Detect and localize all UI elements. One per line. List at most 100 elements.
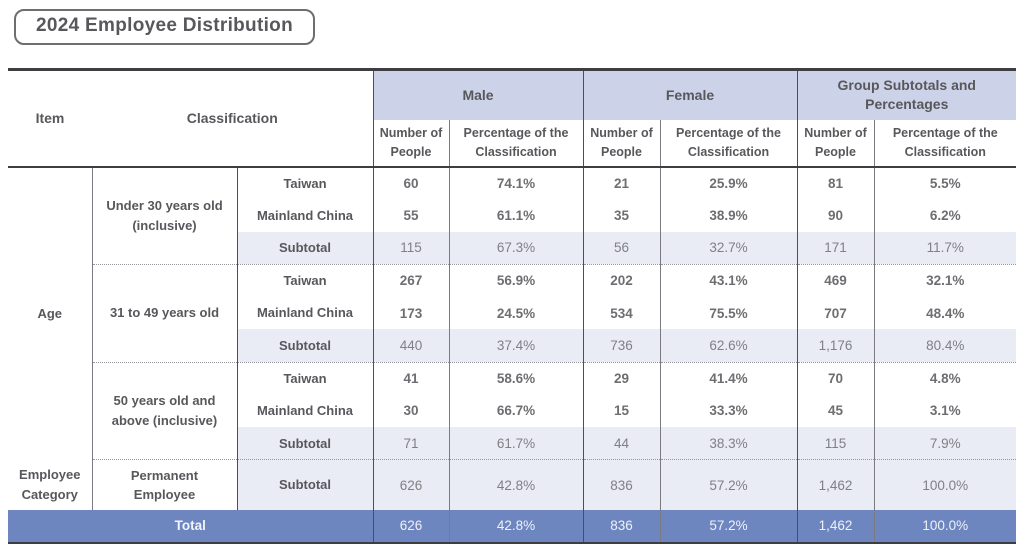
- classification-permanent-employee: Permanent Employee: [92, 459, 238, 510]
- row-label-subtotal: Subtotal: [237, 459, 374, 510]
- header-male-percentage: Percentage of the Classification: [449, 119, 584, 168]
- header-row-groups: Item Classification Male Female Group Su…: [8, 69, 1017, 168]
- cell-value: 1,176: [797, 329, 875, 363]
- header-item: Item: [8, 69, 92, 168]
- header-male-number: Number of People: [373, 119, 450, 168]
- cell-value: 534: [583, 296, 661, 330]
- item-employee-category: Employee Category: [8, 459, 93, 510]
- cell-value: 15: [583, 394, 661, 428]
- classification-31-49: 31 to 49 years old: [92, 264, 238, 363]
- cell-value: 58.6%: [449, 362, 584, 395]
- cell-value: 42.8%: [449, 459, 584, 510]
- row-label-mainland-china: Mainland China: [237, 296, 374, 330]
- row-label-mainland-china: Mainland China: [237, 199, 374, 232]
- cell-value: 66.7%: [449, 394, 584, 428]
- table-row: Mainland China 173 24.5% 534 75.5% 707 4…: [8, 296, 1016, 330]
- header-row-subcolumns: Number of People Percentage of the Class…: [8, 119, 1017, 168]
- header-male: Male: [373, 69, 584, 120]
- cell-value: 6.2%: [929, 207, 961, 223]
- header-female: Female: [583, 69, 798, 120]
- cell-value: 35: [583, 199, 661, 232]
- row-label-subtotal: Subtotal: [237, 427, 374, 461]
- cell-value: 100.0%: [874, 509, 1017, 544]
- cell-value: 70: [797, 362, 875, 395]
- cell-value: 43.1%: [660, 264, 798, 297]
- row-label-taiwan: Taiwan: [237, 264, 374, 297]
- cell-value: 42.8%: [449, 509, 584, 544]
- cell-value: 11.7%: [874, 231, 1017, 265]
- table-row: Mainland China 55 61.1% 35 38.9% 90 6.2%: [8, 199, 1016, 232]
- table-row-permanent: Employee Category Permanent Employee Sub…: [8, 459, 1017, 510]
- cell-value: 21: [583, 166, 661, 200]
- cell-value: 3.1%: [929, 403, 961, 419]
- cell-value: 626: [373, 459, 450, 510]
- cell-value: 45: [797, 394, 875, 428]
- cell-value: 37.4%: [449, 329, 584, 363]
- page-title: 2024 Employee Distribution: [14, 9, 315, 45]
- table-row-subtotal: Subtotal 115 67.3% 56 32.7% 171 11.7%: [8, 231, 1017, 265]
- cell-value: 41: [373, 362, 450, 395]
- cell-value: 57.2%: [660, 459, 798, 510]
- classification-50-above: 50 years old and above (inclusive): [92, 362, 238, 461]
- cell-value: 57.2%: [660, 509, 798, 544]
- table-row: Mainland China 30 66.7% 15 33.3% 45 3.1%: [8, 394, 1016, 428]
- header-subtotal-percentage: Percentage of the Classification: [874, 119, 1017, 168]
- cell-value: 626: [373, 509, 450, 544]
- cell-value: 115: [797, 427, 875, 461]
- cell-value: 267: [373, 264, 450, 297]
- table-row: 50 years old and above (inclusive) Taiwa…: [8, 362, 1016, 461]
- cell-value: 48.4%: [926, 305, 965, 321]
- cell-value: 173: [373, 296, 450, 330]
- cell-value: 71: [373, 427, 450, 461]
- cell-value: 55: [373, 199, 450, 232]
- table-row: Age Under 30 years old (inclusive) Taiwa…: [8, 166, 1016, 460]
- row-label-subtotal: Subtotal: [237, 231, 374, 265]
- cell-value: 60: [373, 166, 450, 200]
- header-female-number: Number of People: [583, 119, 661, 168]
- cell-value: 440: [373, 329, 450, 363]
- cell-value: 56: [583, 231, 661, 265]
- cell-value: 836: [583, 509, 661, 544]
- cell-value: 67.3%: [449, 231, 584, 265]
- cell-value: 171: [797, 231, 875, 265]
- cell-value: 61.7%: [449, 427, 584, 461]
- cell-value: 202: [583, 264, 661, 297]
- cell-value: 29: [583, 362, 661, 395]
- header-classification: Classification: [92, 69, 374, 168]
- cell-value: 56.9%: [449, 264, 584, 297]
- cell-value: 1,462: [797, 459, 875, 510]
- cell-value: 41.4%: [660, 362, 798, 395]
- row-label-subtotal: Subtotal: [237, 329, 374, 363]
- row-label-taiwan: Taiwan: [237, 362, 374, 395]
- cell-value: 836: [583, 459, 661, 510]
- table-row-subtotal: Subtotal 71 61.7% 44 38.3% 115 7.9%: [8, 427, 1017, 461]
- row-label-taiwan: Taiwan: [237, 166, 374, 200]
- table-row: 31 to 49 years old Taiwan 267 56.9% 202 …: [8, 264, 1016, 363]
- cell-value: 90: [797, 199, 875, 232]
- cell-value: 81: [797, 166, 875, 200]
- cell-value: 25.9%: [660, 166, 798, 200]
- cell-value: 5.5%: [929, 175, 961, 191]
- cell-value: 38.3%: [660, 427, 798, 461]
- cell-value: 30: [373, 394, 450, 428]
- cell-value: 44: [583, 427, 661, 461]
- cell-value: 80.4%: [874, 329, 1017, 363]
- header-group-subtotals: Group Subtotals and Percentages: [797, 69, 1017, 120]
- cell-value: 75.5%: [660, 296, 798, 330]
- cell-value: 38.9%: [660, 199, 798, 232]
- classification-under-30: Under 30 years old (inclusive): [92, 166, 238, 265]
- cell-value: 62.6%: [660, 329, 798, 363]
- cell-value: 74.1%: [449, 166, 584, 200]
- cell-value: 4.8%: [929, 371, 961, 387]
- cell-value: 100.0%: [874, 459, 1017, 510]
- cell-value: 24.5%: [449, 296, 584, 330]
- cell-value: 32.7%: [660, 231, 798, 265]
- item-age: Age: [8, 166, 93, 460]
- table-row-subtotal: Subtotal 440 37.4% 736 62.6% 1,176 80.4%: [8, 329, 1017, 363]
- cell-value: 115: [373, 231, 450, 265]
- header-female-percentage: Percentage of the Classification: [660, 119, 798, 168]
- cell-value: 707: [797, 296, 875, 330]
- cell-value: 33.3%: [660, 394, 798, 428]
- cell-value: 1,462: [797, 509, 875, 544]
